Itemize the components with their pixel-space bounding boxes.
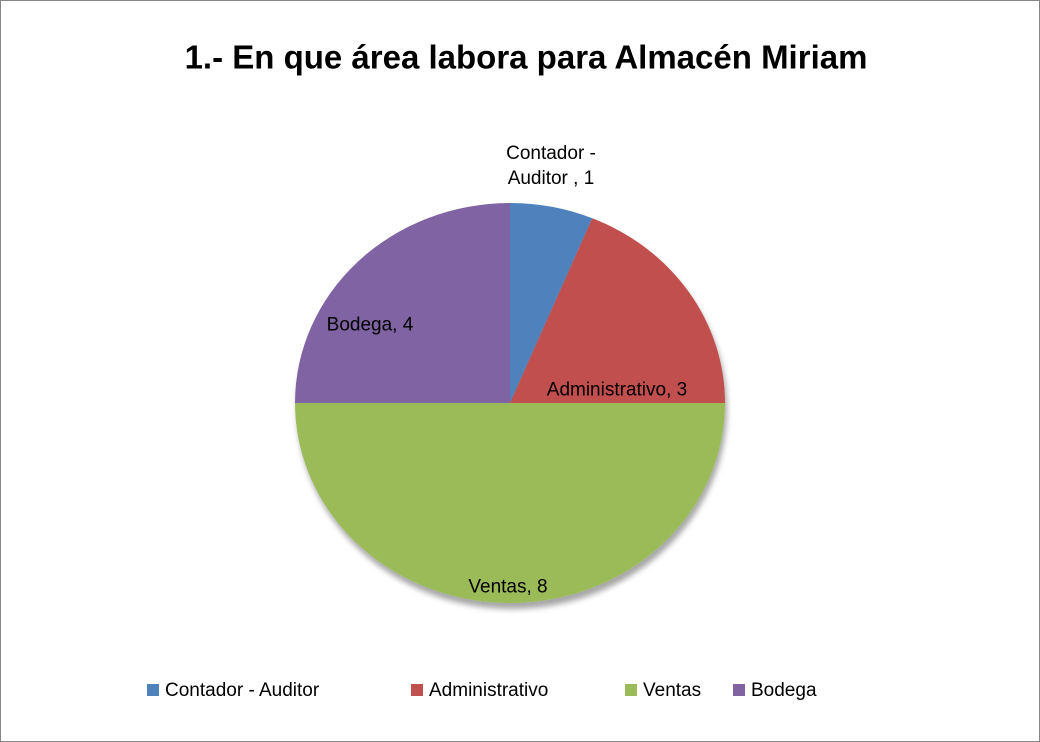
data-label: Contador - Auditor , 1 [506, 143, 596, 189]
legend-swatch [733, 684, 745, 696]
legend-swatch [625, 684, 637, 696]
data-label: Ventas, 8 [468, 576, 548, 598]
legend-swatch [147, 684, 159, 696]
legend-label: Ventas [643, 680, 701, 701]
legend-label: Administrativo [429, 680, 548, 701]
data-label: Administrativo, 3 [546, 379, 688, 401]
pie-slice [510, 203, 593, 403]
data-label: Bodega, 4 [326, 314, 414, 336]
chart-title: 1.- En que área labora para Almacén Miri… [185, 39, 868, 76]
legend-swatch [411, 684, 423, 696]
pie-slice [295, 403, 725, 603]
legend-label: Bodega [751, 680, 817, 701]
legend-label: Contador - Auditor [165, 680, 320, 701]
pie [295, 203, 725, 603]
pie-slice [295, 203, 510, 403]
pie-slice [510, 218, 725, 403]
